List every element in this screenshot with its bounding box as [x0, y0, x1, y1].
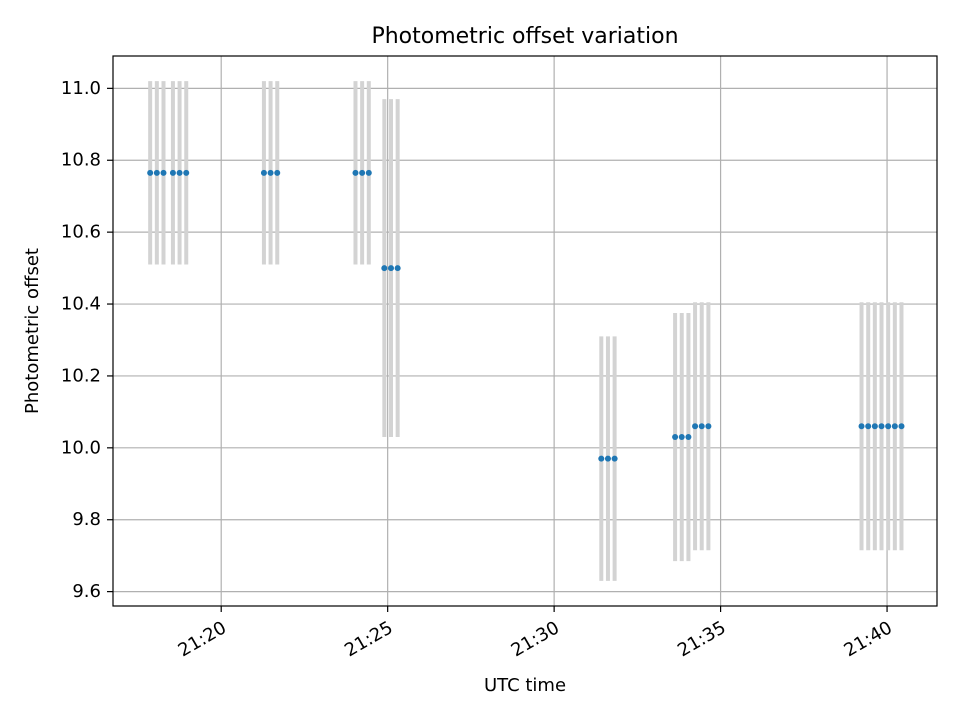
data-point: [176, 169, 183, 176]
data-point: [274, 169, 281, 176]
data-point: [672, 434, 679, 441]
data-point: [898, 423, 905, 430]
data-point: [169, 169, 176, 176]
y-tick-label: 9.6: [72, 581, 101, 602]
data-point: [871, 423, 878, 430]
y-tick-label: 10.4: [61, 294, 101, 315]
y-axis-title: Photometric offset: [22, 248, 43, 414]
data-point: [352, 169, 359, 176]
data-point: [260, 169, 267, 176]
data-point: [604, 455, 611, 462]
y-tick-label: 10.6: [61, 222, 101, 243]
y-tick-label: 10.0: [61, 437, 101, 458]
data-point: [153, 169, 160, 176]
data-point: [394, 265, 401, 272]
data-points: [147, 169, 905, 462]
data-point: [160, 169, 167, 176]
x-axis-title: UTC time: [484, 675, 566, 696]
data-point: [365, 169, 372, 176]
data-point: [891, 423, 898, 430]
data-point: [685, 434, 692, 441]
data-point: [611, 455, 618, 462]
data-point: [147, 169, 154, 176]
data-point: [885, 423, 892, 430]
data-point: [692, 423, 699, 430]
data-point: [705, 423, 712, 430]
data-point: [183, 169, 190, 176]
data-point: [267, 169, 274, 176]
data-point: [678, 434, 685, 441]
data-point: [598, 455, 605, 462]
data-point: [878, 423, 885, 430]
y-tick-label: 9.8: [72, 509, 101, 530]
data-point: [858, 423, 865, 430]
y-tick-label: 10.2: [61, 365, 101, 386]
data-point: [381, 265, 388, 272]
data-point: [387, 265, 394, 272]
data-point: [698, 423, 705, 430]
y-tick-label: 11.0: [61, 78, 101, 99]
y-tick-label: 10.8: [61, 150, 101, 171]
plot-frame: [112, 55, 938, 607]
data-point: [865, 423, 872, 430]
chart-title: Photometric offset variation: [371, 24, 678, 49]
data-point: [359, 169, 366, 176]
